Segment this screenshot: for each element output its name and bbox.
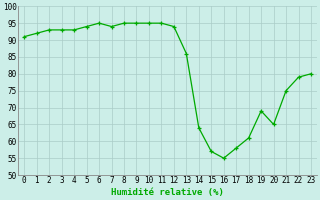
- X-axis label: Humidité relative (%): Humidité relative (%): [111, 188, 224, 197]
